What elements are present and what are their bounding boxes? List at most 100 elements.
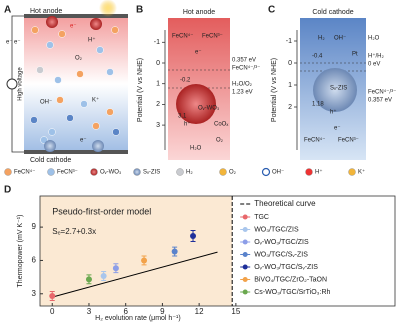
legend-label: BiVO₄/TGC/ZrO₂-TaON: [254, 276, 327, 283]
label: FeCN⁴⁻: [172, 33, 193, 40]
legend-swatch: [261, 167, 271, 177]
label: 1.23 eV: [232, 90, 253, 96]
legend-label: FeCN³⁻: [57, 170, 78, 176]
legend-swatch: [242, 227, 248, 232]
equation: Sₑ=2.7+0.3x: [52, 227, 96, 236]
y-tick-label: 6: [32, 256, 37, 265]
legend-swatch: [242, 277, 248, 282]
label: H₂O/O₂: [232, 82, 253, 88]
point: [100, 273, 107, 279]
panel-label: B: [136, 5, 143, 16]
panel-b: B Hot anode Potential (V vs NHE) FeCN⁴⁻ …: [136, 5, 260, 160]
ion: [111, 26, 119, 34]
legend-label: O₂: [229, 170, 237, 176]
label: H₂: [318, 36, 325, 42]
point: [112, 265, 119, 272]
legend-label: Theoretical curve: [254, 199, 316, 208]
y-tick-label: 9: [32, 222, 37, 231]
ion: [31, 26, 39, 34]
label: FeCN⁴⁻/³⁻: [232, 65, 260, 72]
cell: [24, 14, 128, 154]
label: 1.18: [312, 102, 324, 108]
tick-label: 3: [156, 122, 160, 129]
ion: [56, 96, 64, 104]
label: Sᵥ-ZIS: [330, 86, 347, 92]
label: Hot anode: [183, 9, 215, 16]
label: High voltage: [18, 67, 24, 101]
sun: [99, 0, 117, 17]
label: O₂: [216, 138, 224, 144]
fit-line: [52, 251, 218, 298]
legend-label: Oᵥ-WO₃/TGC/ZIS: [254, 239, 309, 246]
ion: [66, 114, 74, 122]
label: e⁻: [6, 40, 13, 46]
shaded-region: [40, 196, 233, 306]
legend-label: WO₃/TGC/ZIS: [254, 226, 299, 233]
legend-label: OH⁻: [272, 170, 284, 176]
legend-label: Oᵥ-WO₃: [100, 170, 122, 176]
panel-label: D: [4, 185, 11, 196]
ion: [76, 70, 84, 78]
legend: FeCN⁴⁻ FeCN³⁻ Oᵥ-WO₃ Sᵥ-ZIS H₂ O₂ OH⁻ H⁺ K⁺: [4, 167, 365, 177]
label: Cold cathode: [312, 9, 353, 16]
label: 3.1: [178, 114, 187, 120]
legend-swatch: [176, 168, 184, 176]
label: Oᵥ-WO₃: [198, 106, 220, 112]
y-axis-label: Thermopower (mV K⁻¹): [17, 215, 24, 288]
label: h⁺: [184, 121, 191, 128]
anode: [24, 14, 128, 18]
x-tick-label: 3: [87, 307, 92, 316]
ion: [40, 136, 48, 144]
panel-label: C: [268, 5, 275, 16]
point: [49, 293, 56, 299]
label: 0.357 eV: [368, 98, 392, 104]
label: e⁻: [80, 138, 87, 144]
panel-a: A Hot anode Cold cathode High voltage e⁻…: [4, 0, 128, 164]
legend-swatch: [242, 264, 248, 270]
legend-label: Sᵥ-ZIS: [143, 170, 160, 176]
label: 0.357 eV: [232, 58, 256, 64]
label: OH⁻: [40, 100, 52, 106]
legend-label: K⁺: [358, 169, 365, 176]
label: e⁻: [14, 40, 21, 46]
label: e⁻: [70, 24, 77, 30]
legend-swatch: [242, 252, 248, 257]
legend-swatch: [4, 168, 12, 176]
label: Cold cathode: [30, 157, 71, 164]
x-tick-label: 0: [50, 307, 55, 316]
x-tick-label: 15: [231, 307, 240, 316]
legend-label: WO₃/TGC/Sᵥ-ZIS: [254, 251, 308, 258]
legend-swatch: [348, 168, 356, 176]
label: CoOₓ: [214, 122, 228, 128]
y-tick-label: 3: [32, 289, 37, 298]
label: Hot anode: [30, 8, 62, 15]
particle-zis: [313, 68, 357, 112]
label: Pt: [352, 52, 358, 58]
particle-zis: [44, 140, 56, 152]
label: K⁺: [92, 97, 99, 104]
label: 0 eV: [368, 62, 380, 68]
point: [171, 248, 178, 255]
legend-label: TGC: [254, 214, 269, 221]
label: -0.4: [312, 54, 323, 60]
tick-label: 2: [156, 101, 160, 108]
x-tick-label: 6: [123, 307, 128, 316]
plot-frame: [39, 195, 396, 307]
ion: [58, 30, 66, 38]
x-tick-label: 12: [195, 307, 204, 316]
label: e⁻: [195, 50, 202, 56]
x-tick-label: 9: [160, 307, 165, 316]
ion: [48, 128, 56, 136]
panel-label: A: [4, 5, 11, 16]
legend-label: FeCN⁴⁻: [14, 169, 35, 176]
label: -0.2: [180, 78, 191, 84]
particle-wo3: [46, 16, 58, 28]
legend-label: H⁺: [315, 169, 323, 176]
tick-label: 1: [288, 82, 292, 89]
x-axis-label: H₂ evolution rate (μmol h⁻¹): [95, 315, 181, 322]
tick-label: 0: [288, 60, 292, 67]
point: [141, 257, 148, 264]
label: H₂O: [368, 36, 380, 42]
axis-label: Potential (V vs NHE): [137, 58, 144, 122]
